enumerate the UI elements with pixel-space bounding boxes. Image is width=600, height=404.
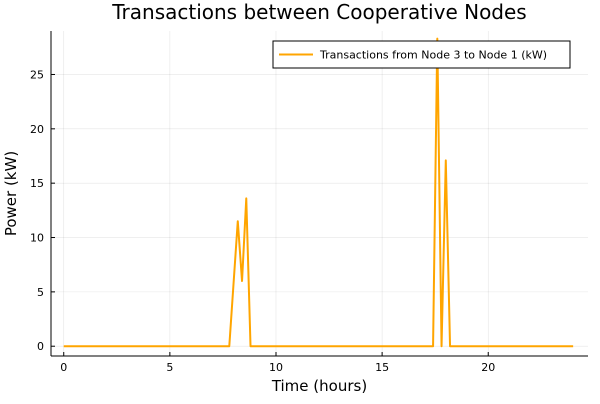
legend-box xyxy=(272,40,571,69)
y-tick-label: 0 xyxy=(37,340,44,353)
axes xyxy=(50,31,588,357)
ticks: 0 5 10 15 20 0 5 10 15 20 25 xyxy=(30,68,495,374)
legend: Transactions from Node 3 to Node 1 (kW) xyxy=(272,40,571,69)
grid xyxy=(51,31,588,356)
y-tick-label: 20 xyxy=(30,123,44,136)
series-line-0 xyxy=(63,37,574,348)
x-axis-title: Time (hours) xyxy=(271,377,367,395)
y-tick-label: 15 xyxy=(30,177,44,190)
chart-title: Transactions between Cooperative Nodes xyxy=(111,0,526,24)
y-tick-label: 5 xyxy=(37,286,44,299)
x-tick-label: 15 xyxy=(375,361,389,374)
x-tick-label: 10 xyxy=(269,361,283,374)
y-axis-title: Power (kW) xyxy=(2,151,20,236)
x-tick-label: 5 xyxy=(166,361,173,374)
x-tick-label: 0 xyxy=(60,361,67,374)
series-lines xyxy=(63,37,574,348)
x-tick-label: 20 xyxy=(481,361,495,374)
y-tick-label: 25 xyxy=(30,68,44,81)
legend-label: Transactions from Node 3 to Node 1 (kW) xyxy=(319,49,547,62)
y-tick-label: 10 xyxy=(30,232,44,245)
